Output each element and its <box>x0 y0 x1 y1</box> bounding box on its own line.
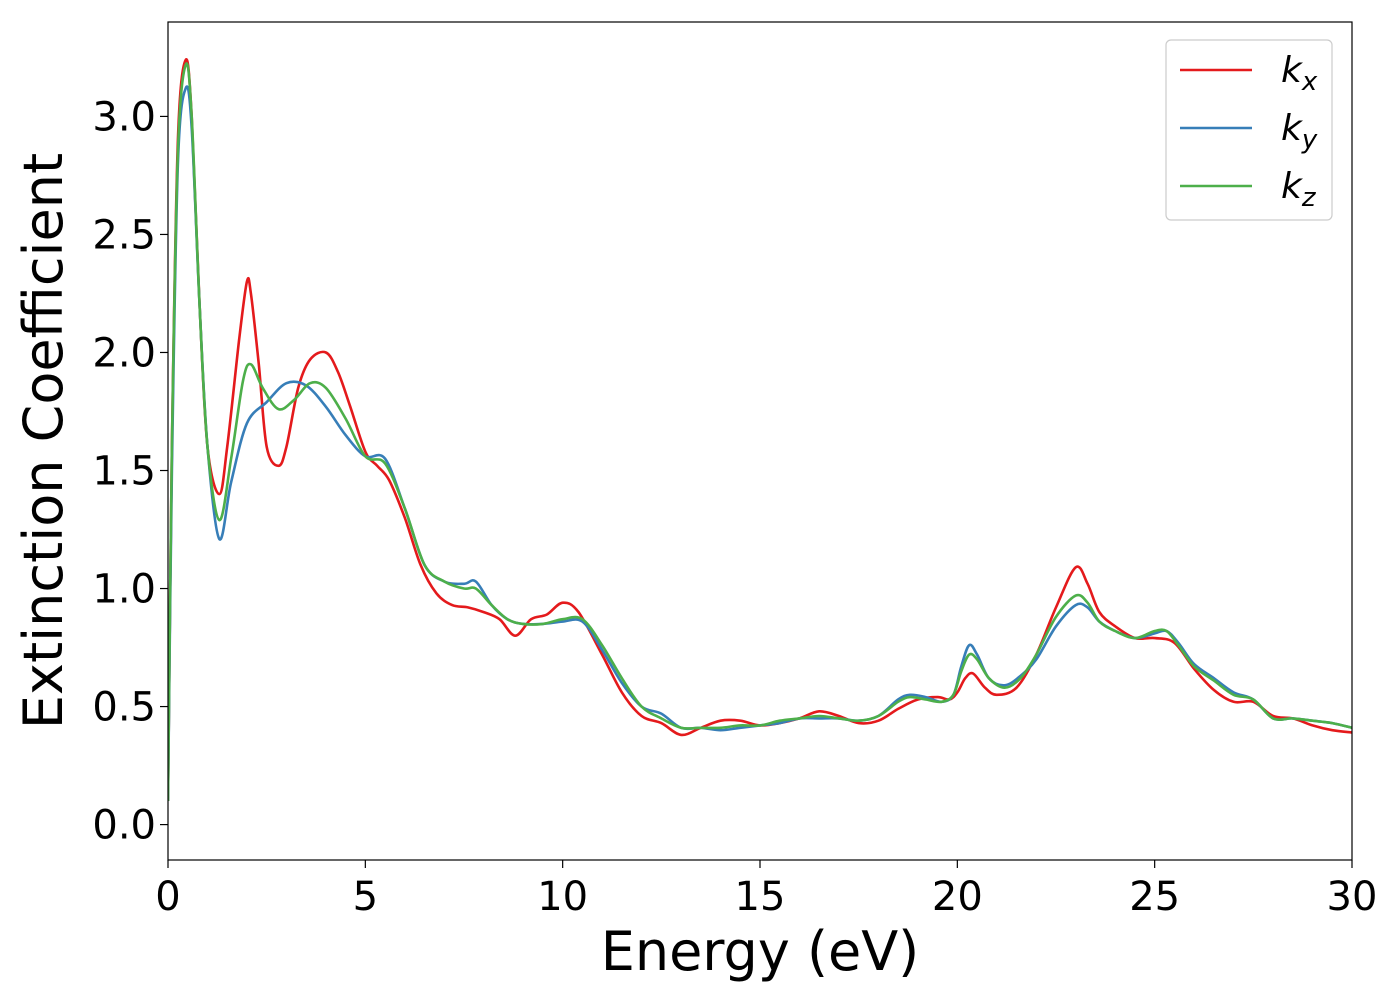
x-tick-label: 25 <box>1129 874 1180 920</box>
x-axis-title: Energy (eV) <box>601 920 920 983</box>
series-layer <box>168 58 1352 802</box>
legend: kx ky kz <box>1165 39 1333 221</box>
y-tick-label: 0.0 <box>92 803 156 849</box>
y-tick-label: 2.5 <box>92 212 156 258</box>
legend-box <box>1165 39 1333 221</box>
y-tick-label: 1.5 <box>92 449 156 495</box>
y-tick-label: 3.0 <box>92 94 156 140</box>
x-tick-label: 30 <box>1327 874 1378 920</box>
y-axis: 0.0 0.5 1.0 1.5 2.0 2.5 3.0 <box>92 94 168 849</box>
y-tick-label: 2.0 <box>92 330 156 376</box>
y-axis-title: Extinction Coefficient <box>12 153 75 729</box>
series-line-kz <box>168 62 1352 802</box>
legend-label-kx: kx <box>1281 50 1318 97</box>
legend-label-kz: kz <box>1281 166 1317 213</box>
x-tick-label: 10 <box>537 874 588 920</box>
series-line-kx <box>168 58 1352 802</box>
x-axis: 0 5 10 15 20 25 30 <box>155 860 1377 920</box>
x-tick-label: 5 <box>353 874 378 920</box>
x-tick-label: 0 <box>155 874 180 920</box>
x-tick-label: 15 <box>735 874 786 920</box>
legend-label-ky: ky <box>1281 108 1318 155</box>
x-tick-label: 20 <box>932 874 983 920</box>
y-tick-label: 1.0 <box>92 567 156 613</box>
y-tick-label: 0.5 <box>92 685 156 731</box>
